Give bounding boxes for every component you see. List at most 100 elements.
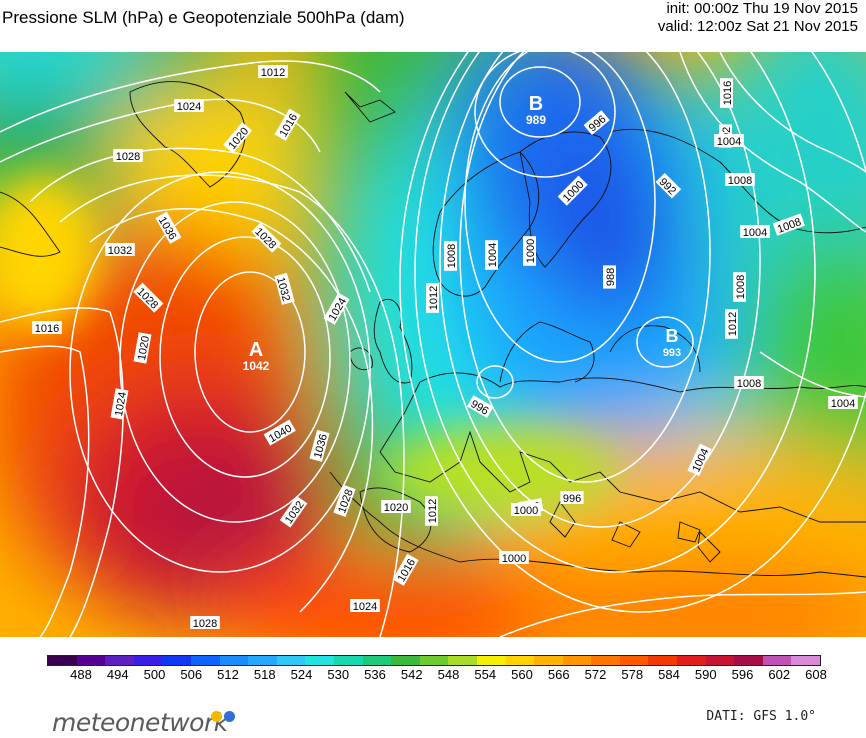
isobar-label: 1000 — [511, 503, 541, 517]
colorbar-swatch — [562, 656, 592, 665]
low-value: 989 — [526, 113, 546, 127]
isobar-label: 1004 — [485, 240, 499, 270]
isobar-label: 1024 — [110, 388, 129, 420]
isobar-label-text: 1024 — [353, 601, 377, 613]
low-pressure-center-east: B 993 — [663, 326, 681, 359]
colorbar-swatch — [248, 656, 277, 665]
colorbar-ticks: 488 494 500 506 512 518 524 530 536 542 548 554 560 5… — [47, 667, 827, 685]
colorbar-swatch — [762, 656, 792, 665]
valid-time: valid: 12:00z Sat 21 Nov 2015 — [657, 18, 858, 35]
colorbar-swatch — [391, 656, 420, 665]
colorbar-swatch — [76, 656, 106, 665]
colorbar-swatch — [219, 656, 249, 665]
colorbar-swatch — [677, 656, 706, 665]
colorbar-swatch — [190, 656, 220, 665]
isobar-label: 996 — [560, 491, 584, 505]
colorbar-swatch — [162, 656, 191, 665]
isobar-label: 1012 — [426, 283, 440, 313]
isobar-label-text: 1008 — [737, 378, 761, 390]
isobar-label: 1004 — [714, 134, 744, 148]
colorbar-tick-label: 548 — [437, 667, 460, 682]
isobar-label: 1028 — [190, 616, 220, 630]
isobar-label: 1028 — [113, 149, 143, 163]
isobar-label-text: 1028 — [116, 151, 140, 163]
isobar-label-text: 1004 — [717, 136, 741, 148]
isobar-label: 988 — [603, 265, 617, 289]
isobar-label-text: 1004 — [743, 227, 767, 239]
low-pressure-center-north: B 989 — [526, 93, 546, 127]
isobar-label: 1004 — [828, 396, 858, 410]
high-symbol: A — [249, 339, 263, 361]
colorbar-tick-label: 506 — [180, 667, 203, 682]
isobar-label-text: 1012 — [261, 67, 285, 79]
colorbar-tick-label: 584 — [658, 667, 680, 682]
colorbar-swatch — [305, 656, 334, 665]
colorbar-tick-label: 524 — [290, 667, 313, 682]
colorbar-swatch — [505, 656, 535, 665]
isobar-label-text: 1032 — [108, 245, 132, 257]
colorbar-swatch — [534, 656, 563, 665]
colorbar-tick-label: 488 — [70, 667, 92, 682]
isobar-label-text: 1000 — [502, 553, 526, 565]
colorbar-swatch — [419, 656, 449, 665]
isobar-label: 1016 — [720, 78, 734, 108]
colorbar-tick-label: 518 — [253, 667, 276, 682]
colorbar-swatch — [276, 656, 306, 665]
isobars — [0, 52, 866, 637]
colorbar-swatch — [333, 656, 363, 665]
colorbar-tick-label: 512 — [217, 667, 239, 682]
isobar-label-text: 1024 — [177, 101, 201, 113]
isobar-label-text: 1020 — [384, 502, 408, 514]
colorbar-tick-label: 602 — [768, 667, 791, 682]
isobar-label-text: 1016 — [35, 323, 59, 335]
colorbar-tick-label: 554 — [474, 667, 497, 682]
isobar-label: 1012 — [258, 65, 288, 79]
isobar-label-text: 1008 — [735, 275, 747, 299]
isobar-label: 1020 — [381, 500, 411, 514]
colorbar-tick-label: 536 — [364, 667, 386, 682]
colorbar-swatch — [791, 656, 821, 665]
isobar-label: 1032 — [105, 243, 135, 257]
colorbar-tick-label: 572 — [584, 667, 607, 682]
run-info: init: 00:00z Thu 19 Nov 2015 valid: 12:0… — [658, 0, 858, 36]
isobar-label: 1008 — [444, 241, 458, 271]
isobar-label: 1016 — [32, 321, 62, 335]
low-symbol: B — [529, 93, 543, 115]
colorbar-tick-label: 494 — [106, 667, 129, 682]
colorbar-tick-label: 608 — [805, 667, 827, 682]
isobar-label-text: 1008 — [728, 175, 752, 187]
colorbar-tick-label: 500 — [143, 667, 166, 682]
colorbar-swatch — [448, 656, 477, 665]
isobar-label: 1020 — [133, 332, 152, 364]
meteonetwork-logo: meteonetwork — [52, 708, 228, 737]
isobar-label: 1008 — [725, 173, 755, 187]
isobar-label-text: 1028 — [193, 618, 217, 630]
colorbar-tick-label: 560 — [511, 667, 533, 682]
init-time: init: 00:00z Thu 19 Nov 2015 — [666, 0, 858, 17]
isobar-label-text: 1024 — [113, 391, 129, 417]
colorbar-swatch — [476, 656, 506, 665]
colorbar-tick-label: 542 — [400, 667, 423, 682]
colorbar-swatch — [133, 656, 163, 665]
isobar-label: 1012 — [425, 496, 439, 526]
logo-dot-blue — [224, 711, 235, 722]
isobar-label-text: 1000 — [514, 505, 538, 517]
logo-dot-yellow — [211, 711, 222, 722]
colorbar-swatch — [105, 656, 134, 665]
geopotential-colorbar — [47, 655, 821, 666]
colorbar-tick-label: 596 — [731, 667, 754, 682]
colorbar-swatch — [705, 656, 735, 665]
isobar-label-text: 1000 — [525, 239, 537, 263]
isobar-label: 1004 — [740, 225, 770, 239]
colorbar-swatch — [734, 656, 763, 665]
colorbar-swatch — [591, 656, 620, 665]
isobar-label: 1008 — [734, 376, 764, 390]
isobar-label-text: 1012 — [427, 499, 439, 523]
colorbar-tick-label: 578 — [621, 667, 644, 682]
isobar-label: 1012 — [725, 309, 739, 339]
isobar-label: 1000 — [499, 551, 529, 565]
isobar-label-text: 1012 — [428, 286, 440, 310]
isobar-label-text: 1012 — [727, 312, 739, 336]
colorbar-tick-label: 530 — [327, 667, 350, 682]
